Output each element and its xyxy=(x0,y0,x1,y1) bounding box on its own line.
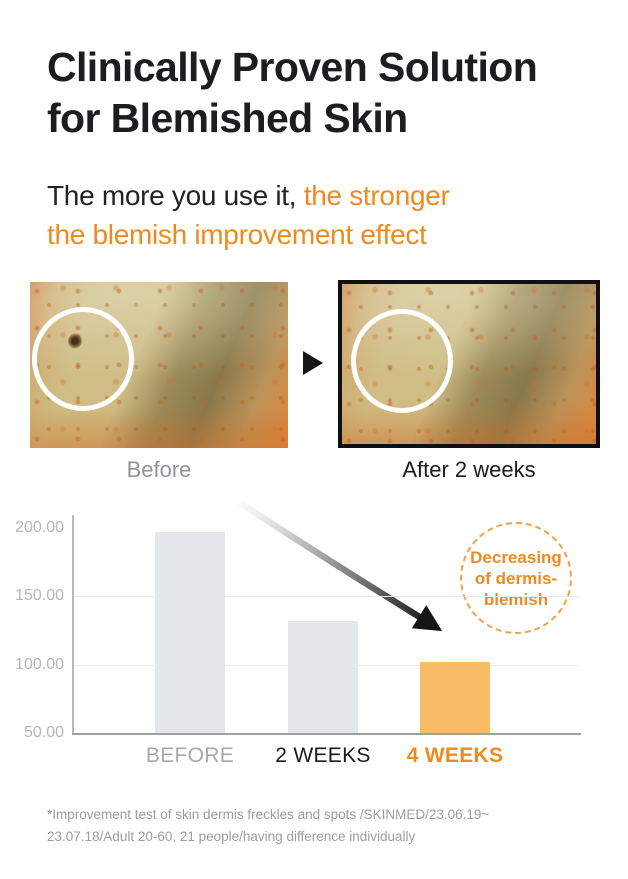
x-label-before: BEFORE xyxy=(145,744,235,767)
annotation-line-2: of dermis- xyxy=(474,568,558,588)
before-image xyxy=(30,282,288,448)
footnote-line-1: *Improvement test of skin dermis freckle… xyxy=(47,807,490,822)
subtitle-black-segment: The more you use it, xyxy=(47,180,297,211)
footnote: *Improvement test of skin dermis freckle… xyxy=(47,804,489,848)
annotation-line-3: blemish xyxy=(483,589,549,609)
title-line-2: for Blemished Skin xyxy=(47,95,408,141)
page-subtitle: The more you use it, the stronger the bl… xyxy=(47,176,450,254)
x-label-2-weeks: 2 WEEKS xyxy=(275,744,371,767)
y-axis-line xyxy=(72,515,74,734)
before-label: Before xyxy=(126,457,192,482)
magnifier-circle xyxy=(351,309,453,413)
subtitle-orange-segment-1: the stronger xyxy=(303,180,450,211)
annotation-circle: Decreasing of dermis- blemish xyxy=(460,522,572,634)
after-label: After 2 weeks xyxy=(402,457,536,482)
after-image xyxy=(338,280,600,448)
y-tick-label: 200.00 xyxy=(15,518,64,536)
subtitle-orange-segment-2: the blemish improvement effect xyxy=(47,219,427,250)
footnote-line-2: 23.07.18/Adult 20-60, 21 people/having d… xyxy=(47,829,416,844)
y-tick-label: 150.00 xyxy=(15,587,64,604)
bar-before xyxy=(155,531,225,733)
y-tick-label: 50.00 xyxy=(23,724,64,741)
bar-2-weeks xyxy=(288,620,358,733)
page-title: Clinically Proven Solution for Blemished… xyxy=(47,42,538,144)
bar-chart: Decreasing of dermis- blemish 200.00 150.… xyxy=(0,500,628,800)
gridline xyxy=(74,596,580,597)
arrow-right-icon xyxy=(303,351,323,375)
bar-4-weeks xyxy=(420,661,490,733)
y-tick-label: 100.00 xyxy=(15,655,64,673)
title-line-1: Clinically Proven Solution xyxy=(47,44,538,90)
magnifier-circle xyxy=(32,307,134,411)
x-axis-line xyxy=(72,733,581,735)
annotation-line-1: Decreasing xyxy=(470,547,562,567)
x-label-4-weeks: 4 WEEKS xyxy=(406,744,504,767)
